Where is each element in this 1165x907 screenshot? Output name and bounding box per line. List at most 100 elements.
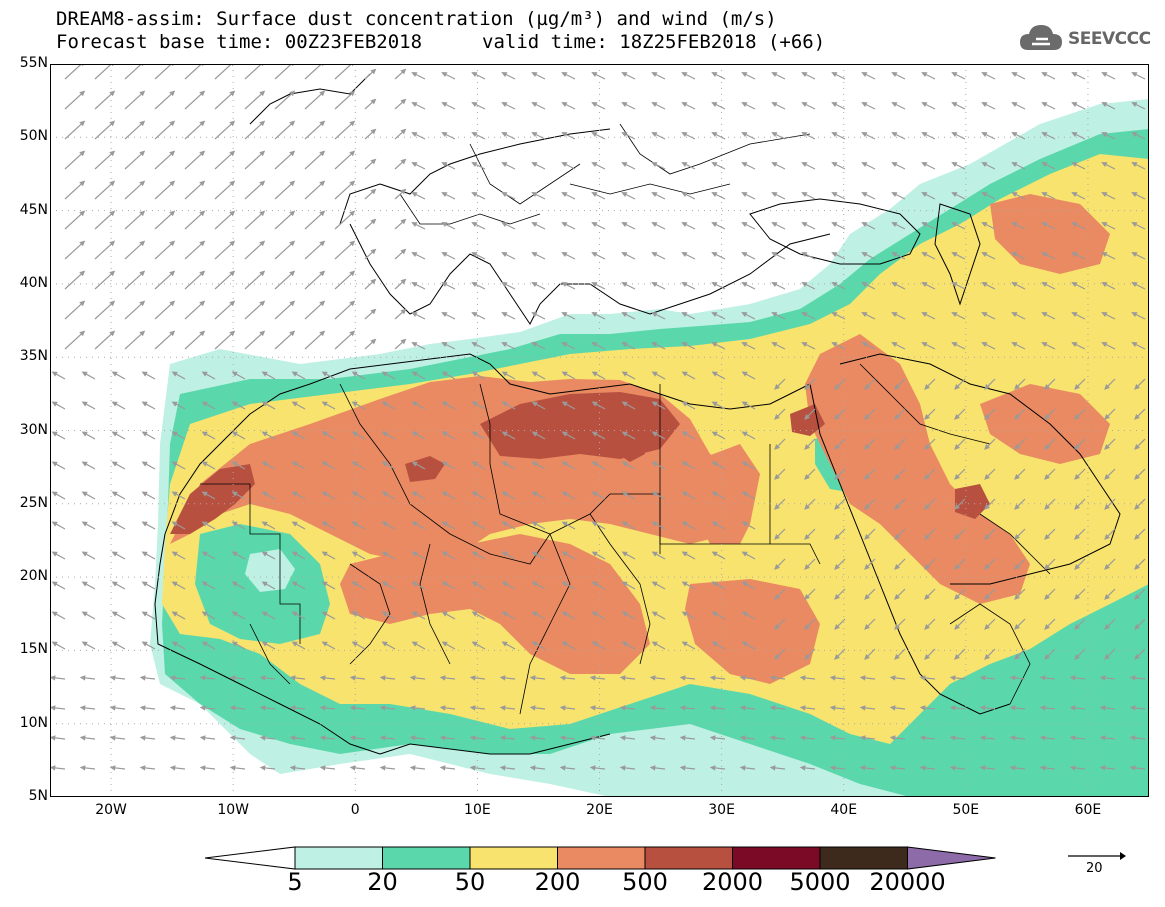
wind-arrow-head (321, 401, 328, 407)
wind-arrow-head (81, 431, 88, 437)
wind-arrow-head (370, 248, 377, 255)
wind-arrow (184, 240, 205, 260)
wind-arrow-head (984, 444, 990, 450)
wind-arrow-head (954, 654, 960, 660)
wind-arrow-head (381, 401, 388, 407)
wind-arrow-head (649, 705, 656, 711)
wind-arrow-head (801, 282, 808, 288)
wind-arrow-head (471, 371, 478, 377)
wind-arrow-head (1129, 675, 1136, 681)
wind-arrow-head (499, 705, 506, 711)
wind-arrow-head (441, 192, 448, 198)
wind-arrow-head (229, 120, 236, 127)
wind-arrow-head (259, 735, 266, 741)
wind-arrow-head (231, 461, 238, 467)
wind-arrow-head (291, 401, 298, 407)
wind-arrow-head (894, 594, 900, 600)
wind-arrow-head (319, 270, 326, 277)
wind-arrow (274, 90, 295, 110)
wind-arrow-head (109, 735, 116, 741)
cloud-logo-icon (1020, 25, 1062, 50)
wind-arrow-head (319, 705, 326, 711)
wind-arrow-head (471, 312, 478, 318)
wind-arrow-head (231, 581, 238, 587)
wind-arrow-head (199, 240, 206, 247)
wind-arrow-head (1071, 312, 1078, 318)
wind-arrow-head (51, 431, 58, 437)
wind-arrow-head (79, 300, 86, 307)
wind-arrow-head (591, 581, 598, 587)
wind-arrow (154, 120, 175, 140)
wind-arrow-head (769, 735, 776, 741)
wind-arrow-head (651, 102, 658, 108)
wind-arrow-head (531, 611, 538, 617)
wind-arrow-head (439, 735, 446, 741)
wind-arrow-head (441, 132, 448, 138)
wind-arrow-head (531, 192, 538, 198)
wind-arrow-head (411, 252, 418, 258)
wind-arrow-head (289, 120, 296, 127)
wind-arrow-head (804, 474, 810, 480)
wind-arrow-head (81, 641, 88, 647)
wind-arrow-head (139, 300, 146, 307)
wind-arrow-head (109, 210, 116, 217)
wind-arrow-head (370, 128, 377, 135)
wind-arrow-head (651, 521, 658, 527)
wind-arrow (64, 300, 85, 320)
wind-arrow-head (831, 72, 838, 78)
wind-arrow-head (289, 705, 296, 711)
colorbar-segment (382, 846, 471, 870)
wind-arrow-head (949, 705, 956, 711)
wind-arrow-head (979, 675, 986, 681)
wind-arrow-head (984, 654, 990, 660)
wind-arrow-head (229, 300, 236, 307)
wind-arrow-head (894, 534, 900, 540)
colorbar-tick-label: 50 (454, 868, 486, 896)
wind-arrow-head (291, 371, 298, 377)
wind-arrow-head (229, 240, 236, 247)
wind-arrow-head (949, 765, 956, 771)
wind-arrow-head (261, 551, 268, 557)
wind-arrow-head (834, 504, 840, 510)
wind-arrow-head (81, 491, 88, 497)
wind-arrow-head (439, 675, 446, 681)
wind-arrow-head (949, 735, 956, 741)
wind-arrow-head (441, 551, 448, 557)
wind-arrow-head (201, 431, 208, 437)
wind-arrow-head (1009, 735, 1016, 741)
wind-arrow-head (531, 282, 538, 288)
wind-arrow-head (1104, 384, 1110, 390)
wind-arrow-head (921, 192, 928, 198)
wind-arrow-head (370, 158, 377, 165)
wind-arrow-head (864, 414, 870, 420)
wind-arrow-head (681, 461, 688, 467)
wind-arrow-head (531, 521, 538, 527)
wind-arrow-head (591, 342, 598, 348)
wind-arrow-head (201, 641, 208, 647)
wind-arrow-head (804, 564, 810, 570)
wind-arrow-head (171, 581, 178, 587)
wind-arrow-head (499, 675, 506, 681)
wind-arrow-head (864, 474, 870, 480)
wind-arrow-head (649, 675, 656, 681)
wind-arrow-head (829, 675, 836, 681)
wind-arrow-head (111, 461, 118, 467)
wind-arrow-head (259, 120, 266, 127)
wind-arrow-head (769, 765, 776, 771)
wind-arrow-head (1071, 162, 1078, 168)
wind-arrow-head (1101, 72, 1108, 78)
wind-arrow-head (1134, 564, 1140, 570)
wind-arrow-head (954, 594, 960, 600)
wind-arrow-head (1071, 132, 1078, 138)
wind-arrow-head (1009, 765, 1016, 771)
wind-arrow-head (469, 705, 476, 711)
wind-arrow-head (529, 765, 536, 771)
colorbar-segment (819, 846, 908, 870)
wind-arrow-head (981, 342, 988, 348)
wind-arrow-head (711, 192, 718, 198)
wind-arrow (274, 240, 295, 260)
longitude-tick-label: 50E (952, 802, 980, 818)
wind-arrow-head (834, 474, 840, 480)
colorbar-low-extension (205, 846, 296, 870)
wind-arrow-head (1011, 252, 1018, 258)
